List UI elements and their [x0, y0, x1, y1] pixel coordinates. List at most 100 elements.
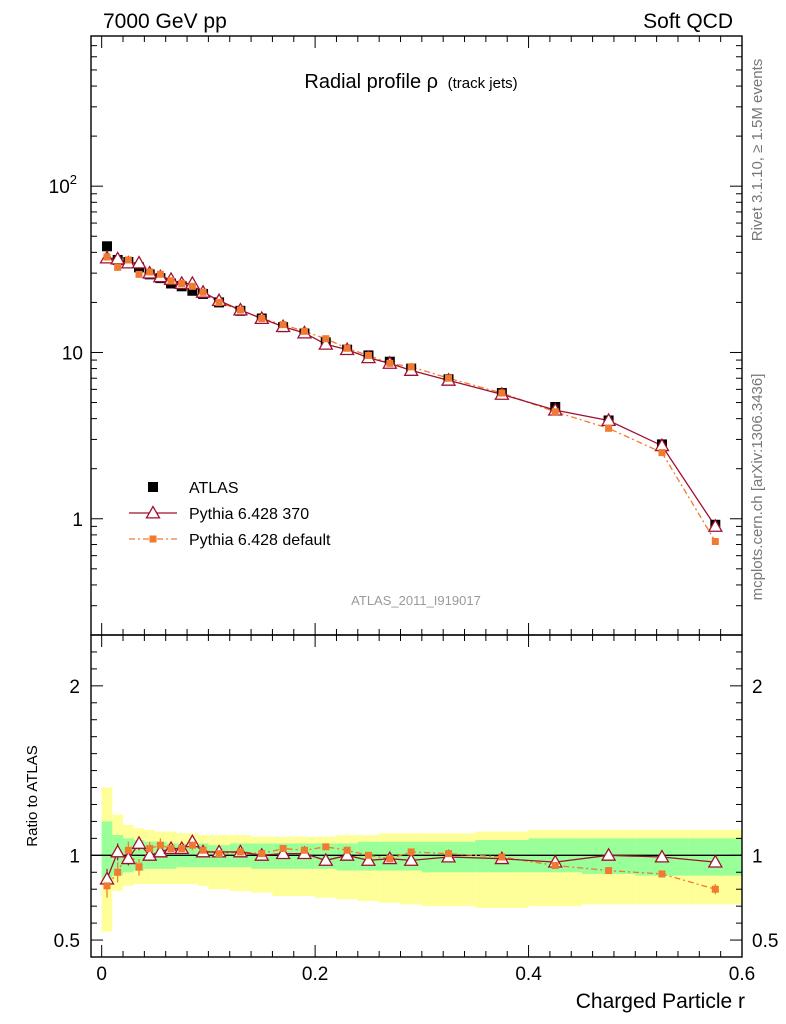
ratio-y-tick-label-left: 2 [69, 677, 80, 698]
ratio-pythia-370-point [654, 849, 670, 863]
pythia-default-point [114, 263, 122, 271]
legend-marker-small-square [149, 535, 157, 543]
pythia-default-point [551, 408, 559, 416]
ratio-pythia-default-point [258, 850, 266, 858]
ratio-pythia-370-point [403, 852, 419, 866]
y-tick-label: 102 [49, 172, 77, 198]
ratio-pythia-default-point [551, 861, 559, 869]
pythia-370-point [318, 336, 334, 350]
ratio-pythia-default-point [498, 853, 506, 861]
ratio-pythia-default-point [156, 841, 164, 849]
ratio-pythia-370-point [339, 847, 355, 861]
watermark: ATLAS_2011_I919017 [351, 593, 481, 608]
y-tick-label: 10 [62, 343, 83, 364]
mcplots-label: mcplots.cern.ch [arXiv:1306.3436] [749, 374, 766, 601]
ratio-pythia-default-point [300, 846, 308, 854]
series-line-pythia-default [106, 256, 716, 542]
rivet-label: Rivet 3.1.10, ≥ 1.5M events [749, 59, 766, 242]
pythia-default-point [498, 389, 506, 397]
header-left: 7000 GeV pp [103, 10, 227, 33]
pythia-default-point [322, 335, 330, 343]
legend-label: Pythia 6.428 default [189, 532, 331, 549]
legend-marker-triangle [145, 505, 161, 519]
pythia-370-point [131, 255, 147, 269]
ratio-y-tick-label-right: 2 [752, 677, 763, 698]
legend-symbol [148, 482, 158, 492]
ratio-pythia-default-point [167, 845, 175, 853]
ratio-pythia-370-point [360, 852, 377, 866]
pythia-default-point [156, 270, 164, 278]
ratio-pythia-default-point [605, 867, 613, 875]
pythia-default-point [258, 315, 266, 323]
ratio-pythia-default-point [236, 848, 244, 856]
pythia-default-point [188, 282, 196, 290]
ratio-pythia-default-point [445, 850, 453, 858]
ratio-pythia-default-point [711, 885, 719, 893]
ratio-pythia-default-point [407, 848, 415, 856]
pythia-default-point [605, 424, 613, 432]
x-axis-label: Charged Particle r [576, 990, 745, 1013]
ratio-pythia-370-point [275, 845, 291, 860]
y-tick-label-base: 10 [49, 177, 70, 198]
ratio-pythia-default-point [658, 870, 666, 878]
ratio-y-tick-label-left: 0.5 [54, 931, 80, 952]
ratio-pythia-default-point [114, 868, 122, 876]
pythia-default-point [199, 288, 207, 296]
ratio-panel-frame [90, 634, 743, 958]
x-tick-label: 0.4 [515, 964, 542, 985]
y-tick-label: 1 [72, 510, 83, 531]
header-right: Soft QCD [643, 10, 733, 33]
ratio-pythia-default-point [178, 845, 186, 853]
pythia-default-point [711, 537, 719, 545]
pythia-default-point [178, 279, 186, 287]
y-tick-label-exponent: 2 [70, 172, 77, 187]
ratio-pythia-default-point [215, 850, 223, 858]
plot-title-suffix: (track jets) [448, 75, 518, 92]
pythia-370-point [707, 518, 723, 532]
plot-title: Radial profile ρ (track jets) [304, 71, 517, 93]
ratio-pythia-default-point [279, 845, 287, 853]
pythia-370-point [110, 251, 126, 265]
ratio-y-tick-label-left: 1 [69, 846, 80, 867]
legend-label: Pythia 6.428 370 [189, 506, 309, 523]
ratio-pythia-default-point [135, 863, 143, 871]
pythia-default-point [407, 363, 415, 371]
ratio-pythia-370-point [600, 847, 617, 861]
pythia-default-point [300, 327, 308, 335]
pythia-default-point [135, 270, 143, 278]
legend-symbol [129, 535, 177, 543]
ratio-y-label: Ratio to ATLAS [24, 745, 41, 846]
pythia-default-point [124, 256, 132, 264]
ratio-pythia-default-point [322, 843, 330, 851]
legend-symbol [129, 505, 177, 519]
pythia-default-point [364, 351, 372, 359]
ratio-pythia-default-point [386, 855, 394, 863]
x-tick-label: 0 [96, 964, 107, 985]
ratio-pythia-370-point [110, 844, 126, 858]
pythia-default-point [215, 298, 223, 306]
pythia-default-point [167, 277, 175, 285]
ratio-pythia-370-point [318, 852, 334, 866]
pythia-default-point [658, 449, 666, 457]
ratio-y-tick-label-right: 1 [752, 846, 763, 867]
plot-title-main: Radial profile ρ [304, 71, 438, 93]
atlas-data-point [102, 241, 113, 252]
ratio-pythia-default-point [364, 851, 372, 859]
ratio-panel: 0.5 0.5 1 1 2 2 Ratio to ATLAS [24, 36, 778, 958]
pythia-default-point [236, 306, 244, 314]
atlas-data-point [187, 285, 198, 296]
ratio-pythia-default-point [124, 846, 132, 854]
ratio-pythia-default-point [199, 846, 207, 854]
legend: ATLAS Pythia 6.428 370 Pythia 6.428 defaul… [129, 480, 331, 549]
legend-label: ATLAS [189, 480, 239, 497]
ratio-pythia-370-point [120, 850, 136, 865]
pythia-default-point [279, 321, 287, 329]
pythia-default-point [103, 253, 111, 261]
x-tick-label: 0.2 [302, 964, 328, 985]
ratio-pythia-default-point [103, 882, 111, 890]
x-tick-label: 0.6 [729, 964, 755, 985]
ratio-pythia-default-point [343, 846, 351, 854]
pythia-default-point [343, 344, 351, 352]
